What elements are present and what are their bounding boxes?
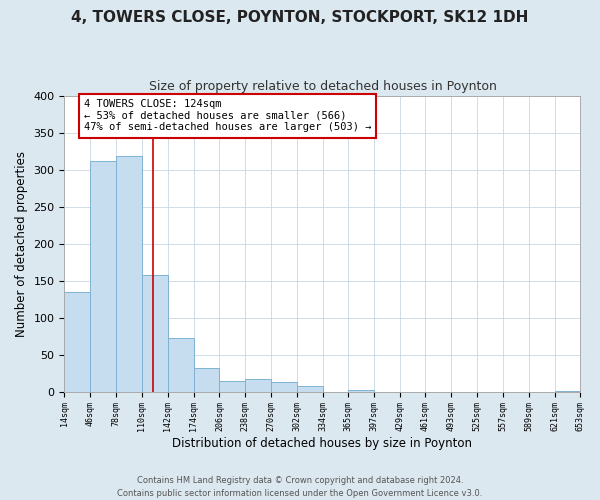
Text: 4, TOWERS CLOSE, POYNTON, STOCKPORT, SK12 1DH: 4, TOWERS CLOSE, POYNTON, STOCKPORT, SK1… xyxy=(71,10,529,25)
Bar xyxy=(168,338,194,392)
Bar xyxy=(245,379,271,392)
Bar xyxy=(271,382,297,392)
Bar xyxy=(64,292,90,392)
Bar xyxy=(194,368,220,392)
Bar xyxy=(142,276,168,392)
Bar xyxy=(116,156,142,392)
Y-axis label: Number of detached properties: Number of detached properties xyxy=(15,150,28,336)
Text: Contains HM Land Registry data © Crown copyright and database right 2024.
Contai: Contains HM Land Registry data © Crown c… xyxy=(118,476,482,498)
Bar xyxy=(90,162,116,392)
Bar xyxy=(220,380,245,392)
Bar xyxy=(554,391,580,392)
X-axis label: Distribution of detached houses by size in Poynton: Distribution of detached houses by size … xyxy=(172,437,472,450)
Bar xyxy=(297,386,323,392)
Title: Size of property relative to detached houses in Poynton: Size of property relative to detached ho… xyxy=(149,80,496,93)
Bar xyxy=(348,390,374,392)
Text: 4 TOWERS CLOSE: 124sqm
← 53% of detached houses are smaller (566)
47% of semi-de: 4 TOWERS CLOSE: 124sqm ← 53% of detached… xyxy=(84,100,371,132)
